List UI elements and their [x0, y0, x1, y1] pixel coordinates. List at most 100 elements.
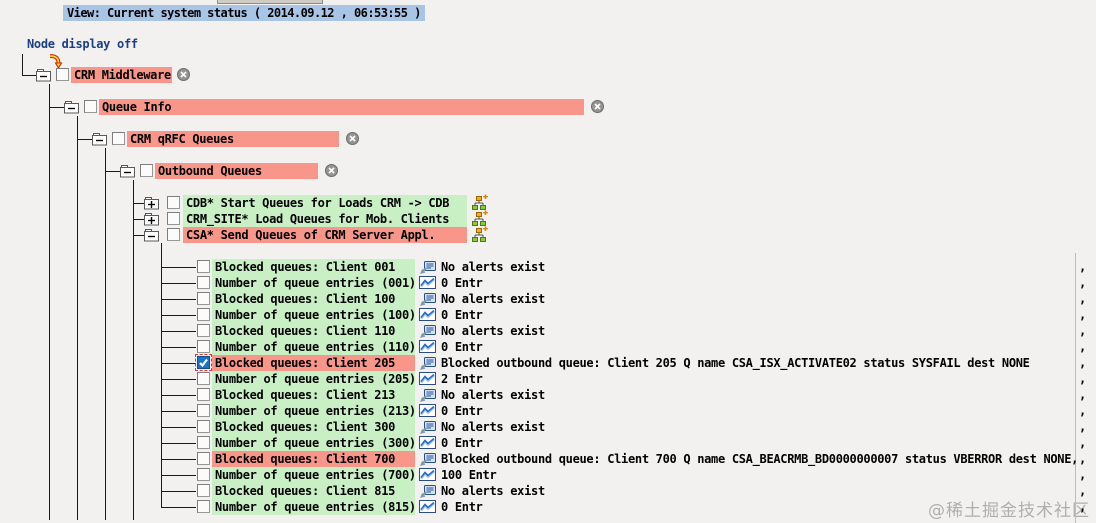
performance-chart-icon[interactable]: [419, 500, 436, 516]
node-checkbox[interactable]: [195, 354, 212, 371]
performance-chart-icon[interactable]: [419, 276, 436, 292]
node-label[interactable]: CRM_SITE* Load Queues for Mob. Clients: [183, 211, 467, 227]
node-label[interactable]: Number of queue entries (205): [212, 371, 415, 387]
node-label[interactable]: Blocked queues: Client 815: [212, 483, 415, 499]
node-checkbox[interactable]: [197, 260, 210, 273]
node-status-text[interactable]: Blocked outbound queue: Client 700 Q nam…: [441, 452, 1079, 466]
node-label[interactable]: Number of queue entries (001): [212, 275, 415, 291]
node-checkbox[interactable]: [197, 276, 210, 289]
node-checkbox[interactable]: [197, 372, 210, 385]
node-label[interactable]: Blocked queues: Client 300: [212, 419, 415, 435]
node-status-text[interactable]: 0 Entr: [441, 404, 483, 418]
node-status-text[interactable]: 0 Entr: [441, 436, 483, 450]
node-checkbox[interactable]: [167, 196, 180, 209]
node-status-text[interactable]: 0 Entr: [441, 276, 483, 290]
node-label[interactable]: Number of queue entries (213): [212, 403, 415, 419]
node-checkbox[interactable]: [167, 228, 180, 241]
tree-connector-line: [161, 459, 196, 460]
node-label[interactable]: Number of queue entries (110): [212, 339, 415, 355]
node-label[interactable]: Blocked queues: Client 700: [212, 451, 415, 467]
node-label[interactable]: Number of queue entries (700): [212, 467, 415, 483]
performance-chart-icon[interactable]: [419, 404, 436, 420]
node-checkbox[interactable]: [112, 132, 125, 145]
remove-node-icon[interactable]: [346, 132, 359, 148]
remove-node-icon[interactable]: [177, 68, 190, 84]
node-status-text[interactable]: Blocked outbound queue: Client 205 Q nam…: [441, 356, 1030, 370]
folder-expanded-icon[interactable]: [144, 229, 159, 245]
overflow-text-fragment: ,: [1079, 276, 1086, 290]
node-label[interactable]: Queue Info: [99, 99, 584, 115]
alerts-icon[interactable]: [419, 420, 437, 438]
queue-monitor-icon[interactable]: [471, 210, 489, 230]
performance-chart-icon[interactable]: [419, 468, 436, 484]
node-checkbox[interactable]: [197, 500, 210, 513]
remove-node-icon[interactable]: [591, 100, 604, 116]
queue-monitor-icon[interactable]: [471, 194, 489, 214]
performance-chart-icon[interactable]: [419, 308, 436, 324]
node-display-label[interactable]: Node display off: [27, 37, 138, 51]
alerts-icon[interactable]: [419, 388, 437, 406]
folder-expanded-icon[interactable]: [64, 101, 79, 117]
node-status-text[interactable]: 2 Entr: [441, 372, 483, 386]
node-label[interactable]: CSA* Send Queues of CRM Server Appl.: [183, 227, 467, 243]
alerts-icon[interactable]: [419, 292, 437, 310]
node-checkbox[interactable]: [197, 340, 210, 353]
node-checkbox[interactable]: [197, 404, 210, 417]
node-status-text[interactable]: No alerts exist: [441, 420, 545, 434]
node-label[interactable]: Blocked queues: Client 110: [212, 323, 415, 339]
node-label[interactable]: Blocked queues: Client 205: [212, 355, 415, 371]
performance-chart-icon[interactable]: [419, 372, 436, 388]
alerts-icon[interactable]: [419, 356, 437, 374]
alerts-icon[interactable]: [419, 260, 437, 278]
tree-connector-line: [161, 491, 196, 492]
node-label[interactable]: Blocked queues: Client 100: [212, 291, 415, 307]
node-checkbox[interactable]: [197, 468, 210, 481]
node-checkbox[interactable]: [197, 308, 210, 321]
queue-monitor-icon[interactable]: [471, 226, 489, 246]
folder-expanded-icon[interactable]: [120, 165, 135, 181]
node-status-text[interactable]: No alerts exist: [441, 388, 545, 402]
node-status-text[interactable]: 100 Entr: [441, 468, 497, 482]
node-label[interactable]: Blocked queues: Client 213: [212, 387, 415, 403]
node-checkbox[interactable]: [84, 100, 97, 113]
node-checkbox[interactable]: [140, 164, 153, 177]
node-label[interactable]: Outbound Queues: [155, 163, 318, 179]
node-label[interactable]: CRM Middleware: [71, 67, 172, 83]
node-checkbox[interactable]: [167, 212, 180, 225]
tree-connector-line: [161, 379, 196, 380]
node-checkbox[interactable]: [197, 420, 210, 433]
folder-expanded-icon[interactable]: [92, 133, 107, 149]
node-checkbox[interactable]: [197, 452, 210, 465]
folder-collapsed-icon[interactable]: [144, 197, 159, 213]
node-label[interactable]: Blocked queues: Client 001: [212, 259, 415, 275]
node-label[interactable]: CDB* Start Queues for Loads CRM -> CDB: [183, 195, 467, 211]
node-label[interactable]: Number of queue entries (300): [212, 435, 415, 451]
node-status-text[interactable]: No alerts exist: [441, 484, 545, 498]
collapse-all-icon[interactable]: [5, 36, 64, 92]
node-checkbox[interactable]: [197, 436, 210, 449]
folder-expanded-icon[interactable]: [36, 69, 51, 85]
node-status-text[interactable]: 0 Entr: [441, 500, 483, 514]
alerts-icon[interactable]: [419, 324, 437, 342]
node-status-text[interactable]: 0 Entr: [441, 308, 483, 322]
remove-node-icon[interactable]: [325, 164, 338, 180]
alerts-icon[interactable]: [419, 484, 437, 502]
node-status-text[interactable]: No alerts exist: [441, 324, 545, 338]
alerts-icon[interactable]: [419, 452, 437, 470]
node-label[interactable]: Number of queue entries (100): [212, 307, 415, 323]
node-label[interactable]: CRM qRFC Queues: [127, 131, 339, 147]
overflow-text-fragment: ,: [1079, 324, 1086, 338]
node-checkbox[interactable]: [197, 484, 210, 497]
node-status-text[interactable]: 0 Entr: [441, 340, 483, 354]
node-label[interactable]: Number of queue entries (815): [212, 499, 415, 515]
performance-chart-icon[interactable]: [419, 340, 436, 356]
performance-chart-icon[interactable]: [419, 436, 436, 452]
node-checkbox[interactable]: [197, 292, 210, 305]
node-checkbox[interactable]: [197, 388, 210, 401]
node-display-toggle[interactable]: Node display off: [5, 36, 138, 69]
folder-collapsed-icon[interactable]: [144, 213, 159, 229]
node-status-text[interactable]: No alerts exist: [441, 260, 545, 274]
node-status-text[interactable]: No alerts exist: [441, 292, 545, 306]
node-checkbox[interactable]: [197, 324, 210, 337]
node-checkbox[interactable]: [56, 68, 69, 81]
